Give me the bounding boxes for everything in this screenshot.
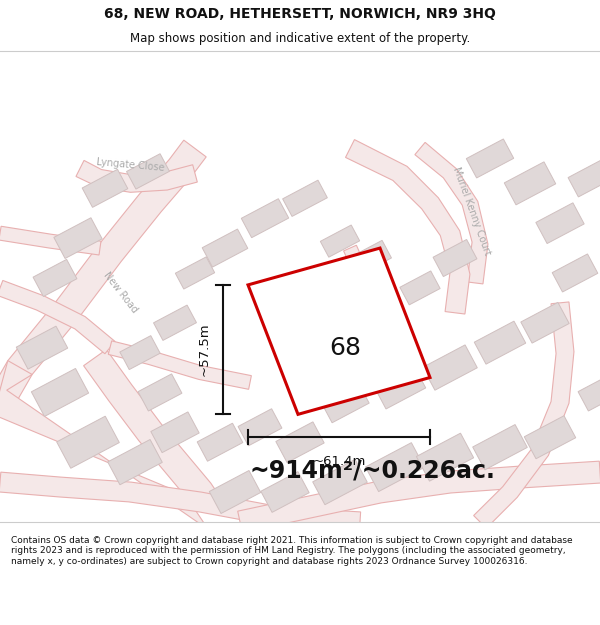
Polygon shape (552, 254, 598, 292)
Polygon shape (344, 245, 387, 393)
Polygon shape (473, 424, 527, 470)
Polygon shape (0, 472, 361, 532)
Polygon shape (568, 160, 600, 197)
Polygon shape (241, 199, 289, 238)
Polygon shape (320, 225, 359, 258)
Polygon shape (524, 416, 576, 459)
Polygon shape (321, 382, 369, 423)
Text: ~914m²/~0.226ac.: ~914m²/~0.226ac. (249, 459, 495, 482)
Polygon shape (16, 326, 68, 369)
Polygon shape (415, 142, 488, 284)
Polygon shape (283, 180, 328, 216)
Text: 68, NEW ROAD, HETHERSETT, NORWICH, NR9 3HQ: 68, NEW ROAD, HETHERSETT, NORWICH, NR9 3… (104, 8, 496, 21)
Polygon shape (423, 345, 477, 390)
Polygon shape (109, 341, 251, 389)
Polygon shape (138, 374, 182, 411)
Polygon shape (400, 271, 440, 305)
Polygon shape (238, 409, 282, 446)
Polygon shape (349, 241, 391, 276)
Polygon shape (374, 366, 426, 409)
Text: ~61.4m: ~61.4m (313, 455, 365, 468)
Polygon shape (473, 302, 574, 528)
Polygon shape (197, 423, 243, 461)
Polygon shape (313, 459, 367, 505)
Polygon shape (433, 239, 477, 277)
Polygon shape (54, 217, 102, 259)
Polygon shape (0, 140, 206, 409)
Polygon shape (521, 302, 569, 343)
Polygon shape (202, 229, 248, 267)
Polygon shape (33, 259, 77, 296)
Text: 68: 68 (329, 336, 361, 359)
Polygon shape (416, 433, 473, 481)
Text: New Road: New Road (101, 271, 139, 315)
Polygon shape (346, 139, 470, 314)
Polygon shape (154, 305, 196, 341)
Polygon shape (31, 369, 89, 416)
Polygon shape (365, 442, 425, 492)
Text: Map shows position and indicative extent of the property.: Map shows position and indicative extent… (130, 32, 470, 45)
Polygon shape (108, 439, 162, 485)
Polygon shape (474, 321, 526, 364)
Text: Lyngate Close: Lyngate Close (95, 158, 164, 173)
Polygon shape (120, 336, 160, 369)
Polygon shape (504, 162, 556, 205)
Polygon shape (82, 169, 128, 208)
Polygon shape (209, 471, 261, 514)
Polygon shape (466, 139, 514, 178)
Polygon shape (248, 248, 430, 414)
Polygon shape (76, 161, 197, 192)
Text: Contains OS data © Crown copyright and database right 2021. This information is : Contains OS data © Crown copyright and d… (11, 536, 572, 566)
Polygon shape (127, 154, 169, 189)
Polygon shape (175, 257, 215, 289)
Polygon shape (276, 422, 324, 462)
Polygon shape (0, 226, 101, 255)
Text: Muriel Kenny Court: Muriel Kenny Court (451, 166, 493, 257)
Polygon shape (261, 472, 309, 512)
Polygon shape (0, 349, 232, 529)
Polygon shape (578, 374, 600, 411)
Text: ~57.5m: ~57.5m (198, 323, 211, 376)
Polygon shape (536, 203, 584, 244)
Polygon shape (0, 281, 115, 354)
Polygon shape (56, 416, 119, 468)
Polygon shape (238, 461, 600, 532)
Polygon shape (151, 412, 199, 452)
